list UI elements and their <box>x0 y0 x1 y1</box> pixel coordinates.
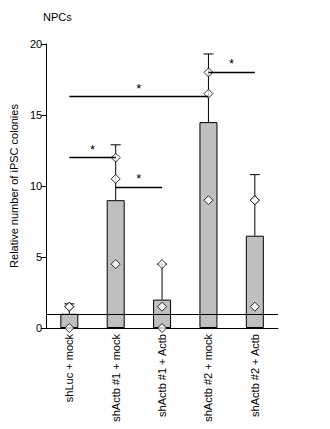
svg-text:*: * <box>90 142 95 157</box>
svg-text:10: 10 <box>30 180 42 192</box>
svg-text:*: * <box>229 56 234 71</box>
svg-text:20: 20 <box>30 38 42 50</box>
svg-text:shActb #2 + Actb: shActb #2 + Actb <box>249 334 261 417</box>
svg-text:shLuc + mock: shLuc + mock <box>63 334 75 403</box>
svg-text:0: 0 <box>36 322 42 334</box>
svg-text:Relative number of iPSC coloni: Relative number of iPSC colonies <box>8 104 20 268</box>
svg-text:*: * <box>136 171 141 186</box>
svg-text:15: 15 <box>30 109 42 121</box>
svg-text:*: * <box>136 81 141 96</box>
svg-text:NPCs: NPCs <box>43 11 72 23</box>
svg-text:shActb #2 + mock: shActb #2 + mock <box>202 334 214 422</box>
svg-text:5: 5 <box>36 251 42 263</box>
svg-text:shActb #1 + Actb: shActb #1 + Actb <box>156 334 168 417</box>
svg-text:shActb #1 + mock: shActb #1 + mock <box>110 334 122 422</box>
